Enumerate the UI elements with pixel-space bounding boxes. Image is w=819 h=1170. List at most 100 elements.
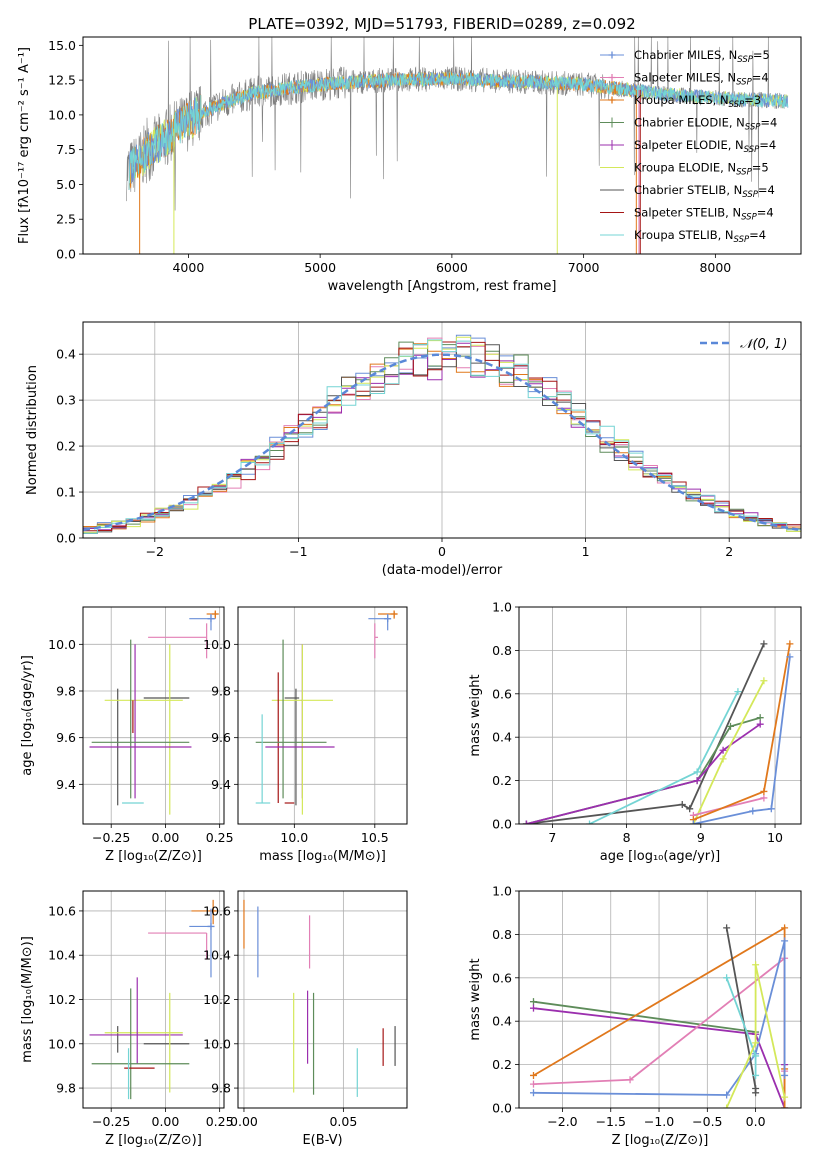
legend-marker (608, 96, 616, 104)
y-tick-label: 15.0 (48, 38, 76, 53)
x-tick-label: −2.0 (547, 1114, 577, 1129)
data-point (211, 610, 219, 618)
y-tick-label: 0.2 (492, 773, 512, 788)
legend-label-sub: SSP (741, 213, 757, 223)
legend-label-text: Chabrier MILES, N (634, 48, 737, 62)
y-tick-label: 0.8 (492, 927, 512, 942)
x-axis-label: E(B-V) (302, 1133, 342, 1148)
x-tick-label: −1 (289, 544, 307, 559)
data-point (723, 924, 731, 932)
x-tick-label: 0.00 (152, 1114, 180, 1129)
x-tick-label: 0.05 (329, 1114, 357, 1129)
spectrum-title: PLATE=0392, MJD=51793, FIBERID=0289, z=0… (248, 15, 635, 33)
x-tick-label: 0.25 (206, 830, 234, 845)
series-line (692, 680, 765, 824)
data-point (786, 640, 794, 648)
x-tick-label: 10.0 (280, 830, 308, 845)
legend-label-suffix: =5 (753, 48, 770, 62)
x-axis-label: Z [log₁₀(Z/Z⊙)] (612, 1133, 709, 1148)
x-tick-label: −2 (146, 544, 164, 559)
y-tick-label: 12.5 (48, 73, 76, 88)
legend-label-suffix: =3 (744, 93, 761, 107)
series-line (693, 797, 765, 817)
x-tick-label: 0.25 (206, 1114, 234, 1129)
plot-area (89, 899, 217, 1100)
legend-label: Chabrier STELIB, NSSP=4 (634, 183, 775, 200)
data-point (626, 1076, 634, 1084)
legend-label-sub: SSP (734, 235, 750, 245)
legend-label: Chabrier MILES, NSSP=5 (634, 48, 770, 65)
plot-area (243, 899, 396, 1097)
legend-label-suffix: =4 (759, 138, 776, 152)
legend-label: Kroupa ELODIE, NSSP=5 (634, 161, 769, 178)
x-axis-label: mass [log₁₀(M/M⊙)] (259, 849, 386, 864)
series-line (526, 723, 761, 824)
legend-label-suffix: =4 (749, 228, 766, 242)
data-point (693, 768, 701, 776)
plot-frame (82, 321, 802, 539)
y-tick-label: 0.8 (492, 643, 512, 658)
data-point (723, 974, 731, 982)
y-tick-label: 0.6 (492, 686, 512, 701)
x-tick-label: 8 (623, 830, 631, 845)
chart-age-vs-mass: 10.0 10.5 9.4 9.6 9.8 10.0 mass [log₁₀(M/M⊙)] (203, 606, 408, 864)
plot-area (126, 37, 789, 254)
x-tick-label: 1 (582, 544, 590, 559)
chart-mass-vs-Z: −0.25 0.00 0.25 9.8 10.0 10.2 10.4 10.6 Z [log₁₀… (20, 890, 234, 1148)
data-point (781, 1093, 789, 1101)
chart-mass-vs-ebv: 0.00 0.05 9.8 10.0 10.2 10.4 10.6 E(B-V) (203, 890, 408, 1148)
y-tick-label: 10.2 (203, 992, 231, 1007)
data-point (529, 998, 537, 1006)
legend-label-text: Kroupa STELIB, N (634, 228, 734, 242)
y-tick-label: 9.6 (211, 730, 231, 745)
y-tick-label: 0.3 (56, 393, 76, 408)
y-tick-label: 0.4 (492, 1014, 512, 1029)
data-point (529, 1004, 537, 1012)
chart-residuals: −2 −1 0 1 2 0.0 0.1 0.2 0.3 0.4 (data-model)/error… (25, 321, 802, 578)
series-line (526, 643, 765, 824)
data-point (781, 937, 789, 945)
y-tick-label: 0.0 (56, 531, 76, 546)
data-point (781, 1104, 789, 1108)
legend-label-sub: SSP (744, 145, 760, 155)
y-axis-label: age [log₁₀(age/yr)] (20, 655, 35, 776)
histogram-salpeter_stelib (83, 341, 801, 532)
x-tick-label: 7 (548, 830, 556, 845)
data-point (727, 722, 734, 730)
legend-label-text: Salpeter ELODIE, N (634, 138, 744, 152)
legend-label-text: Chabrier STELIB, N (634, 183, 742, 197)
plot-area (89, 610, 219, 815)
data-point (752, 961, 760, 969)
legend-label-text: Kroupa ELODIE, N (634, 161, 736, 175)
y-axis-label: mass weight (468, 674, 483, 756)
x-tick-label: −0.5 (692, 1114, 722, 1129)
data-point (752, 1039, 760, 1047)
legend-label-suffix: =4 (757, 206, 774, 220)
histogram-kroupa_stelib (83, 339, 801, 534)
x-tick-label: 5000 (304, 260, 336, 275)
legend-label-sub: SSP (729, 100, 745, 110)
data-point (529, 1089, 537, 1097)
x-axis-label: (data-model)/error (382, 563, 503, 578)
legend-label-text: Kroupa MILES, N (634, 93, 729, 107)
x-tick-label: −1.5 (596, 1114, 626, 1129)
y-tick-label: 9.8 (56, 684, 76, 699)
plot-area (255, 610, 398, 815)
legend-label-suffix: =4 (758, 183, 775, 197)
x-axis-label: wavelength [Angstrom, rest frame] (328, 279, 557, 294)
y-tick-label: 10.6 (48, 903, 76, 918)
data-point (756, 714, 764, 722)
y-tick-label: 0.1 (56, 485, 76, 500)
legend-label-sub: SSP (737, 55, 753, 65)
y-tick-label: 0.4 (492, 730, 512, 745)
plot-frame (518, 606, 802, 825)
data-point (693, 777, 701, 785)
data-point (760, 677, 768, 685)
y-tick-label: 9.8 (211, 684, 231, 699)
legend-label: Salpeter ELODIE, NSSP=4 (634, 138, 776, 155)
y-tick-label: 0.2 (56, 439, 76, 454)
legend-label-suffix: =4 (752, 71, 769, 85)
x-axis-label: Z [log₁₀(Z/Z⊙)] (105, 849, 202, 864)
data-point (586, 820, 593, 824)
